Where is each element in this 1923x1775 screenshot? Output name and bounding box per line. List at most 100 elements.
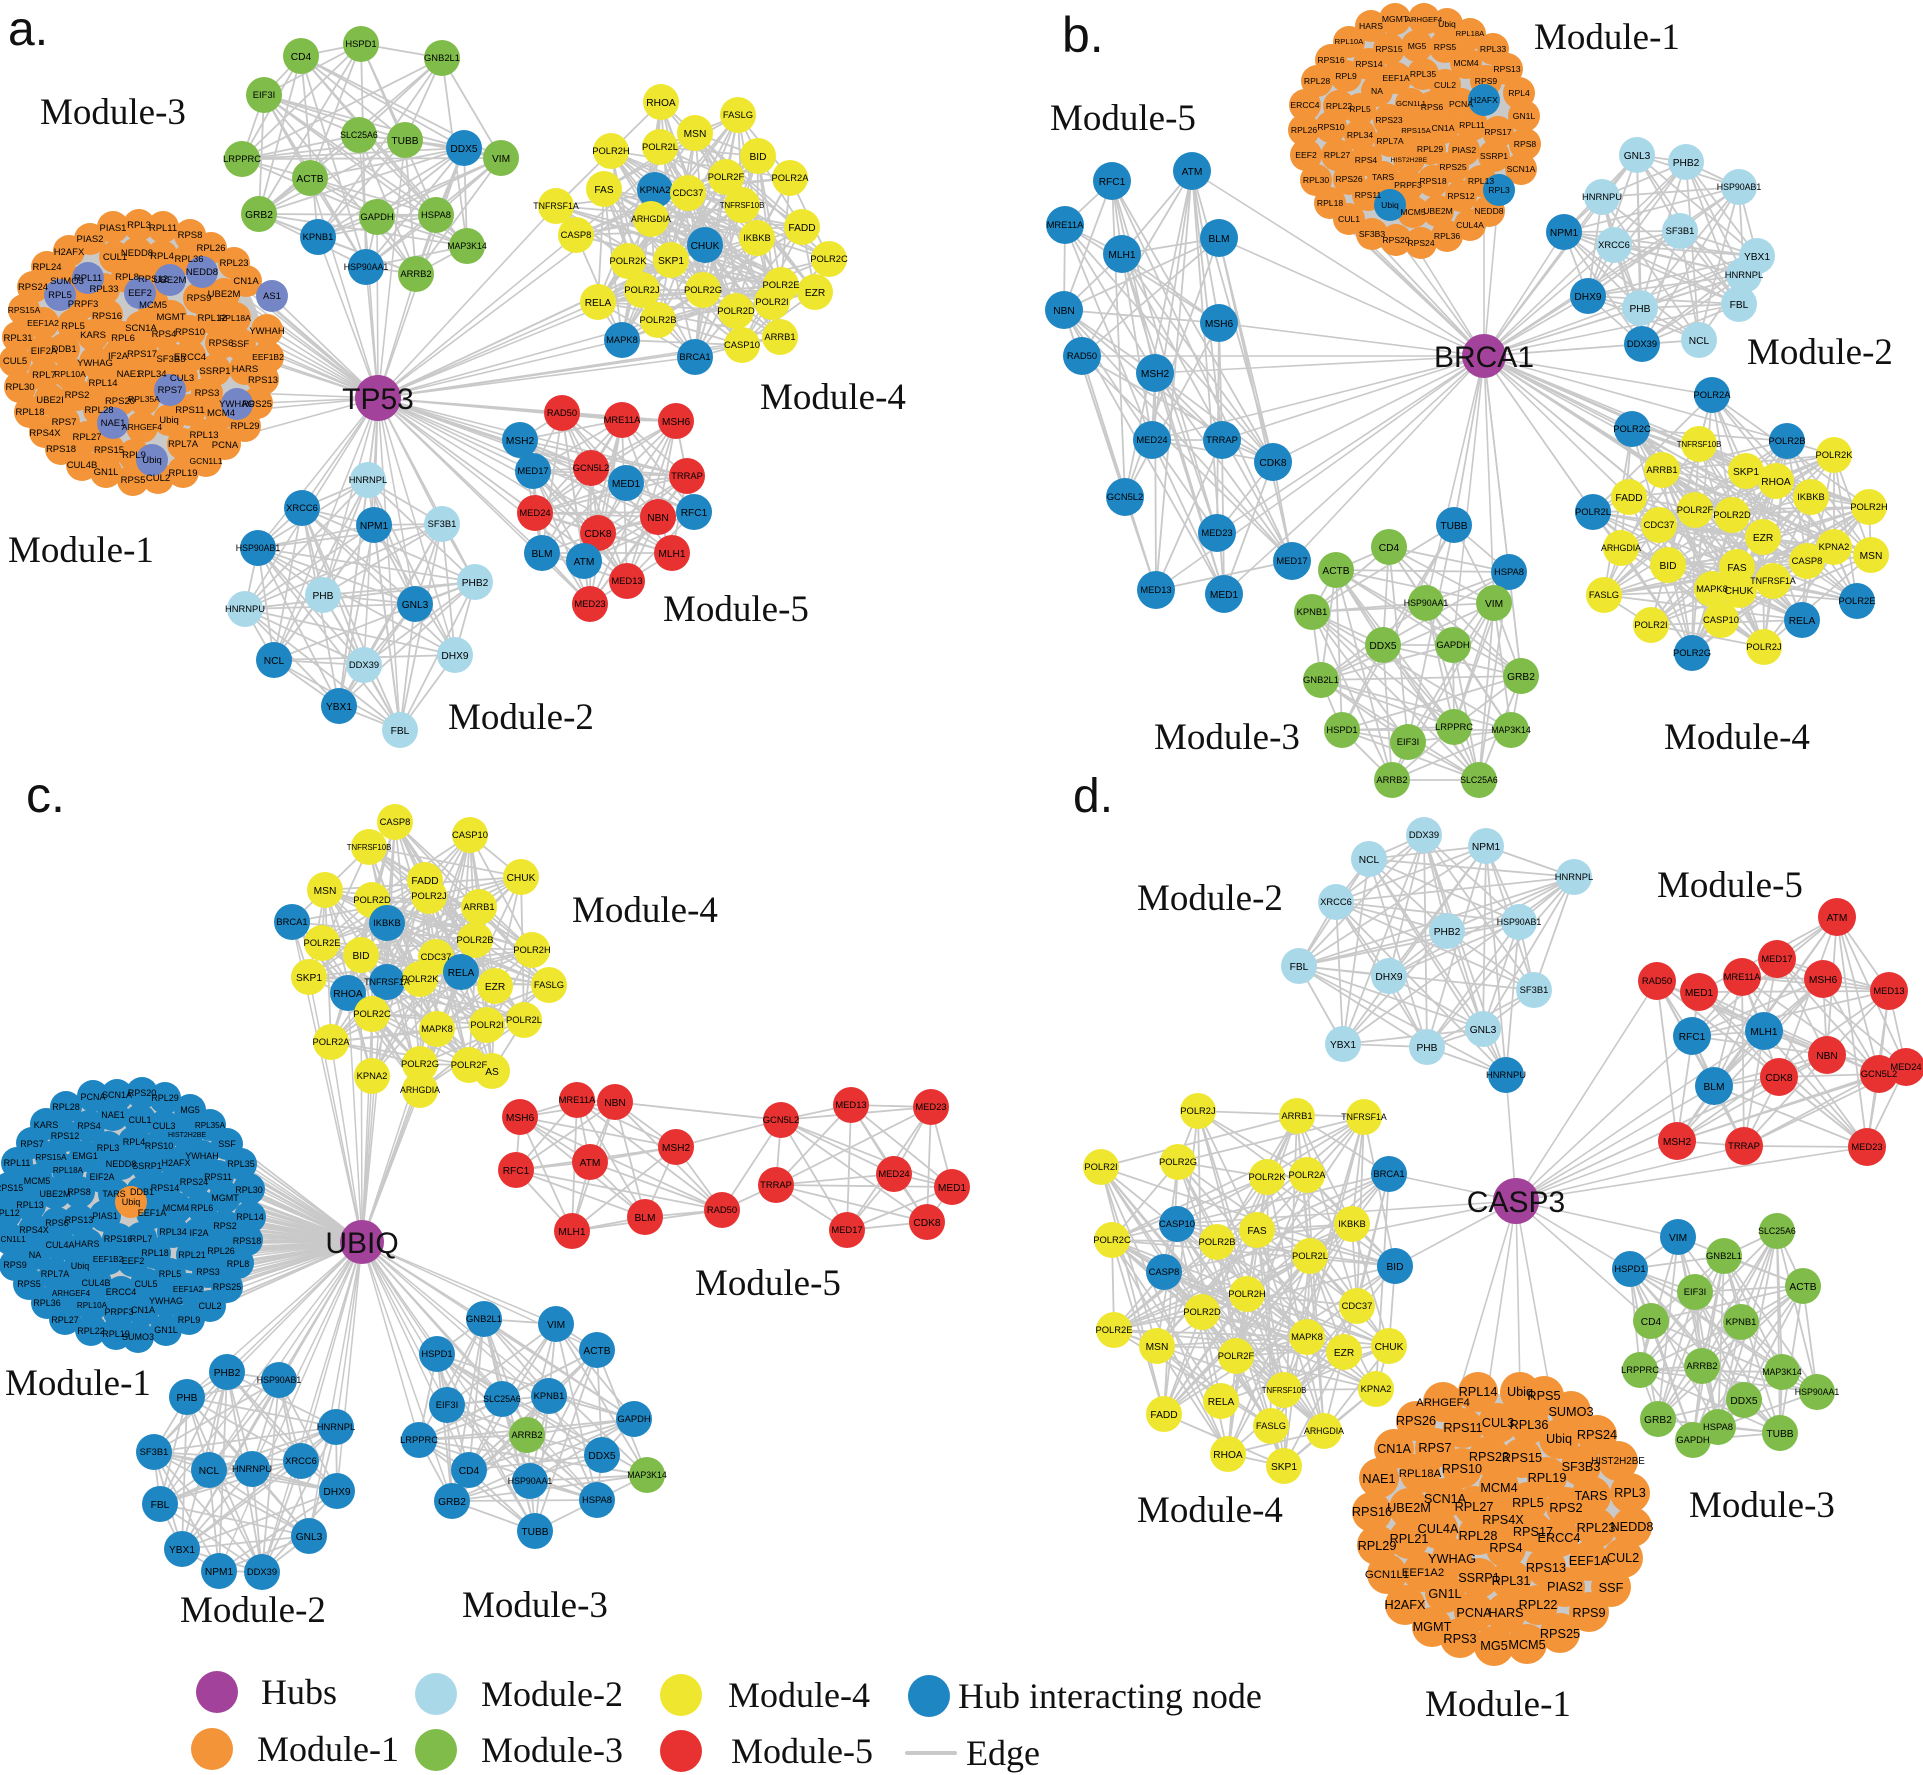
- svg-text:EIF2A: EIF2A: [89, 1172, 114, 1182]
- svg-text:RFC1: RFC1: [1679, 1032, 1706, 1043]
- svg-text:PCNA: PCNA: [1449, 99, 1473, 109]
- svg-text:HNRNPU: HNRNPU: [225, 603, 265, 614]
- svg-text:RPS9: RPS9: [1572, 1606, 1605, 1620]
- svg-text:SLC25A6: SLC25A6: [483, 1394, 521, 1404]
- svg-text:ERCC4: ERCC4: [106, 1287, 137, 1297]
- svg-text:CN1A: CN1A: [1432, 123, 1455, 133]
- svg-text:MED1: MED1: [1685, 988, 1714, 999]
- svg-text:BID: BID: [1660, 561, 1677, 572]
- svg-text:RPS24: RPS24: [180, 1177, 209, 1187]
- svg-text:MRE11A: MRE11A: [1047, 219, 1085, 230]
- svg-text:POLR2K: POLR2K: [1249, 1171, 1287, 1182]
- svg-text:GCN1L1: GCN1L1: [0, 1235, 26, 1244]
- svg-text:TUBB: TUBB: [1440, 521, 1467, 532]
- svg-text:POLR2E: POLR2E: [1096, 1324, 1133, 1335]
- svg-text:POLR2G: POLR2G: [1159, 1156, 1197, 1167]
- svg-text:FBL: FBL: [1290, 962, 1309, 973]
- svg-text:RPL9: RPL9: [178, 1315, 201, 1325]
- svg-text:FAS: FAS: [1247, 1226, 1266, 1237]
- svg-text:CUL2: CUL2: [1607, 1551, 1639, 1565]
- svg-text:NPM1: NPM1: [1550, 228, 1579, 239]
- svg-text:Module-5: Module-5: [695, 1263, 841, 1304]
- svg-text:PIAS1: PIAS1: [100, 223, 127, 234]
- svg-text:ACTB: ACTB: [1322, 566, 1349, 577]
- svg-text:PHB: PHB: [1417, 1043, 1438, 1054]
- svg-text:RPL11: RPL11: [4, 1158, 31, 1168]
- svg-text:RPL26: RPL26: [1291, 125, 1317, 135]
- svg-text:RPS26: RPS26: [1335, 174, 1362, 184]
- svg-text:POLR2H: POLR2H: [1228, 1288, 1266, 1299]
- svg-text:FASLG: FASLG: [1589, 589, 1619, 600]
- svg-text:MRE11A: MRE11A: [559, 1094, 597, 1105]
- svg-text:Module-4: Module-4: [728, 1675, 870, 1715]
- svg-text:GRB2: GRB2: [438, 1497, 466, 1508]
- svg-text:RPL35A: RPL35A: [195, 1121, 226, 1130]
- svg-text:RPL28: RPL28: [1304, 76, 1330, 86]
- svg-text:MG5: MG5: [1480, 1639, 1508, 1653]
- svg-text:RPS15A: RPS15A: [1401, 126, 1431, 135]
- svg-text:POLR2E: POLR2E: [763, 279, 800, 290]
- svg-text:FAS: FAS: [594, 185, 613, 196]
- svg-text:UBE2M: UBE2M: [208, 289, 241, 300]
- svg-text:DDB1: DDB1: [51, 344, 76, 355]
- svg-text:HSP90AA1: HSP90AA1: [1404, 598, 1449, 608]
- svg-text:NCL: NCL: [1359, 855, 1380, 866]
- svg-text:BRCA1: BRCA1: [276, 916, 307, 927]
- svg-text:LRPPRC: LRPPRC: [223, 153, 261, 164]
- svg-text:POLR2C: POLR2C: [353, 1008, 391, 1019]
- svg-text:PRPF3: PRPF3: [68, 299, 99, 310]
- svg-text:MED24: MED24: [878, 1168, 909, 1179]
- svg-text:RPS8: RPS8: [67, 1187, 91, 1197]
- svg-text:NEDD8: NEDD8: [121, 248, 153, 259]
- svg-text:RPL35: RPL35: [227, 1159, 255, 1169]
- svg-text:POLR2L: POLR2L: [506, 1014, 542, 1025]
- svg-text:RPL31: RPL31: [1492, 1574, 1531, 1588]
- svg-text:RPS14: RPS14: [151, 1183, 180, 1193]
- svg-text:RPS16: RPS16: [104, 1234, 133, 1244]
- svg-text:RPS24: RPS24: [1407, 238, 1434, 248]
- svg-text:RELA: RELA: [585, 298, 612, 309]
- svg-text:XRCC6: XRCC6: [286, 502, 318, 513]
- svg-text:RPL27: RPL27: [1324, 150, 1350, 160]
- svg-text:POLR2D: POLR2D: [353, 894, 391, 905]
- svg-text:CUL1: CUL1: [128, 1115, 151, 1125]
- svg-text:Module-5: Module-5: [1657, 865, 1803, 906]
- svg-text:LRPPRC: LRPPRC: [400, 1434, 438, 1445]
- svg-text:HSP90AB1: HSP90AB1: [1717, 182, 1762, 192]
- svg-text:ATM: ATM: [580, 1158, 601, 1169]
- svg-text:GNL3: GNL3: [296, 1532, 323, 1543]
- svg-text:HARS: HARS: [232, 364, 258, 375]
- svg-text:RPS20: RPS20: [128, 1088, 157, 1098]
- svg-text:MED1: MED1: [612, 479, 641, 490]
- svg-text:HNRNPU: HNRNPU: [1486, 1069, 1526, 1080]
- svg-text:HARS: HARS: [1359, 21, 1383, 31]
- svg-text:RPL8: RPL8: [115, 272, 139, 283]
- svg-text:XRCC6: XRCC6: [1598, 239, 1630, 250]
- svg-text:POLR2L: POLR2L: [642, 141, 678, 152]
- svg-text:RPS9: RPS9: [187, 293, 212, 304]
- svg-text:RPS13: RPS13: [248, 375, 278, 386]
- svg-text:CUL1: CUL1: [1338, 214, 1360, 224]
- svg-text:Module-3: Module-3: [462, 1585, 608, 1626]
- svg-text:POLR2G: POLR2G: [1673, 647, 1711, 658]
- svg-text:XRCC6: XRCC6: [1320, 896, 1352, 907]
- svg-text:RPL28: RPL28: [1459, 1529, 1498, 1543]
- svg-text:NEDD8: NEDD8: [1474, 206, 1503, 216]
- svg-text:RPS25: RPS25: [213, 1282, 242, 1292]
- svg-text:RPS17: RPS17: [127, 349, 157, 360]
- svg-text:RPS7: RPS7: [158, 385, 183, 396]
- svg-text:ARHGEF4: ARHGEF4: [1416, 1397, 1470, 1409]
- svg-text:DHX9: DHX9: [1375, 972, 1403, 983]
- svg-text:SSF: SSF: [231, 339, 250, 350]
- svg-text:MED1: MED1: [1210, 590, 1239, 601]
- svg-text:RELA: RELA: [448, 968, 475, 979]
- svg-text:ARRB2: ARRB2: [400, 268, 431, 279]
- svg-text:RPS10: RPS10: [1442, 1462, 1482, 1476]
- svg-text:GAPDH: GAPDH: [1436, 639, 1469, 650]
- svg-text:PRPF3: PRPF3: [104, 1307, 133, 1317]
- svg-text:GCN1L1: GCN1L1: [1396, 99, 1426, 108]
- svg-text:RPL29: RPL29: [1417, 144, 1443, 154]
- svg-text:HARS: HARS: [74, 1239, 99, 1249]
- svg-text:CUL5: CUL5: [3, 356, 27, 367]
- svg-text:RPL3: RPL3: [1488, 185, 1510, 195]
